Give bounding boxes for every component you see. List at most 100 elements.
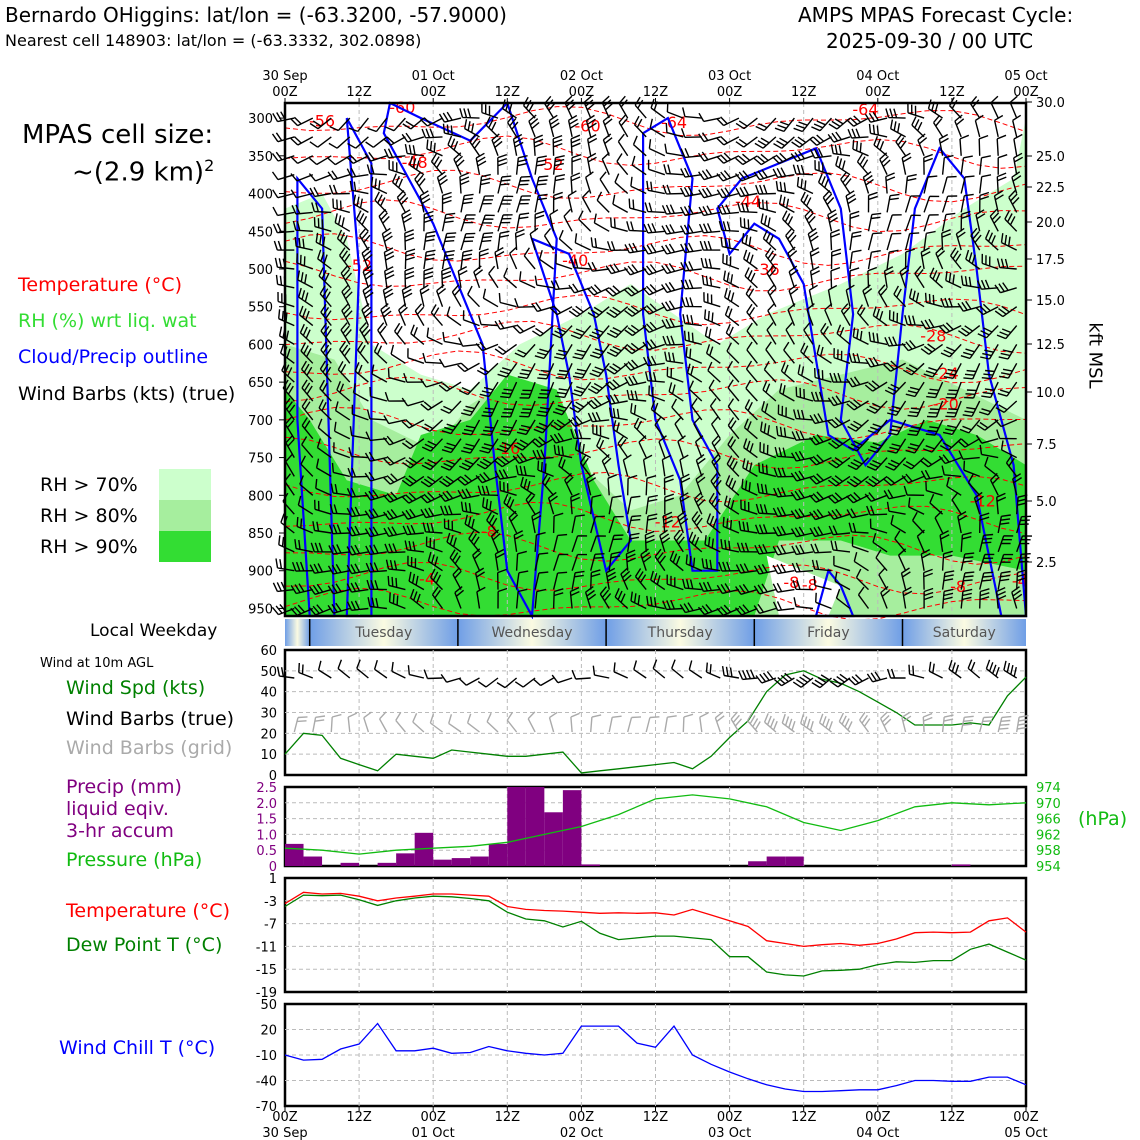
wind-barb [630, 591, 647, 610]
surface-wind-barb-grid [395, 711, 406, 733]
wind-barb [809, 266, 821, 288]
wind-barb [724, 305, 740, 327]
wind-barb [290, 155, 314, 165]
wind-barb [478, 173, 491, 194]
wind-barb [942, 419, 962, 436]
cell-size-exponent: 2 [204, 156, 215, 175]
wind-barb [997, 535, 1014, 553]
wind-barb [905, 438, 925, 454]
wind-barb [783, 341, 795, 364]
surface-wind-barb-true [773, 672, 795, 687]
wind-barb [775, 181, 795, 195]
wind-barb [476, 457, 499, 470]
wind-barb [590, 494, 602, 515]
wind-barb [605, 285, 629, 297]
wind-barb [534, 571, 549, 590]
wind-axis-tick-label: 10 [260, 748, 277, 763]
surface-wind-barb-true [866, 671, 888, 683]
surface-wind-barb-grid [527, 711, 536, 733]
wind-barb [624, 375, 647, 387]
weekday-name: Tuesday [354, 625, 412, 641]
wind-barb [365, 562, 387, 573]
wind-barb [452, 567, 462, 590]
wind-barb [1000, 440, 1018, 459]
wind-barb [864, 380, 888, 392]
wind-barb [862, 284, 873, 307]
wind-barb [922, 438, 944, 453]
wind-barb [1012, 114, 1022, 138]
wind-barb [391, 173, 406, 195]
wind-barb [461, 400, 481, 417]
wind-barb [593, 213, 610, 232]
wind-barb [503, 267, 518, 289]
wind-barb [772, 506, 795, 518]
wind-barb [601, 152, 610, 175]
surface-wind-barb-true [423, 669, 443, 680]
wind-barb [543, 227, 555, 251]
wind-barb [422, 522, 443, 534]
wind-barb [830, 248, 842, 270]
dewpoint-line [284, 894, 1027, 977]
wind-barb [313, 217, 332, 232]
wind-barb [772, 544, 795, 556]
wind-barb [381, 227, 393, 251]
wind-barb [846, 508, 869, 519]
pressure-tick-label: 974 [1036, 781, 1061, 796]
wind-barb [847, 419, 869, 432]
precip-bar [748, 861, 767, 866]
wind-barb [569, 586, 580, 609]
surface-wind-barb-true [688, 660, 703, 679]
wind-barb [666, 366, 684, 383]
wind-barb [461, 438, 481, 454]
wind-barb [371, 364, 388, 383]
wind-barb [941, 154, 954, 175]
wind-barb [479, 381, 499, 398]
top-hour-label: 00Z [717, 85, 743, 100]
wind-barb [981, 253, 999, 270]
wind-barb [478, 195, 495, 213]
wind-barb [421, 438, 444, 452]
isotherm-label: -56 [309, 111, 335, 130]
wind-barb [478, 248, 489, 270]
wind-barb [528, 114, 540, 138]
hpa-unit-label: (hPa) [1078, 808, 1128, 830]
wind-barb [422, 352, 443, 364]
wind-barb [979, 512, 990, 534]
surface-wind-barb-grid [664, 715, 677, 733]
wind-barb [420, 475, 443, 488]
legend-rh80-label: RH > 80% [40, 505, 138, 527]
wind-barb [441, 266, 452, 288]
wind-barb [866, 505, 888, 516]
wind-barb [385, 559, 406, 572]
wind-barb [1009, 95, 1018, 119]
wind-barb [834, 571, 851, 591]
wind-barb [297, 495, 314, 515]
wind-barb [642, 303, 666, 315]
wind-barb [920, 469, 943, 480]
wind-barb [935, 246, 946, 270]
wind-barb [627, 515, 642, 534]
temp-axis-tick-label: 1 [269, 872, 277, 887]
wind-barb [365, 136, 388, 148]
wind-barb [877, 284, 888, 308]
top-date-label: 05 Oct [1004, 69, 1047, 84]
surface-wind-barb-true [440, 674, 462, 683]
wind-barb [607, 474, 618, 496]
wind-barb [606, 343, 629, 358]
wind-barb [914, 265, 925, 289]
wind-barb [963, 363, 981, 380]
wind-barb [807, 227, 819, 251]
wind-barb [514, 343, 536, 358]
wind-barb [711, 435, 721, 458]
surface-wind-barb-grid [590, 714, 602, 733]
wind-barb [994, 418, 1017, 428]
wind-barb [997, 570, 1011, 590]
wind-barb [341, 284, 353, 308]
wind-barb [645, 494, 658, 515]
wind-barb [407, 555, 425, 572]
kft-tick-label: 20.0 [1036, 216, 1065, 231]
wind-barb [408, 571, 425, 591]
wind-barb [300, 455, 314, 477]
wind-barb [568, 305, 592, 318]
isotherm-line [284, 199, 1027, 233]
